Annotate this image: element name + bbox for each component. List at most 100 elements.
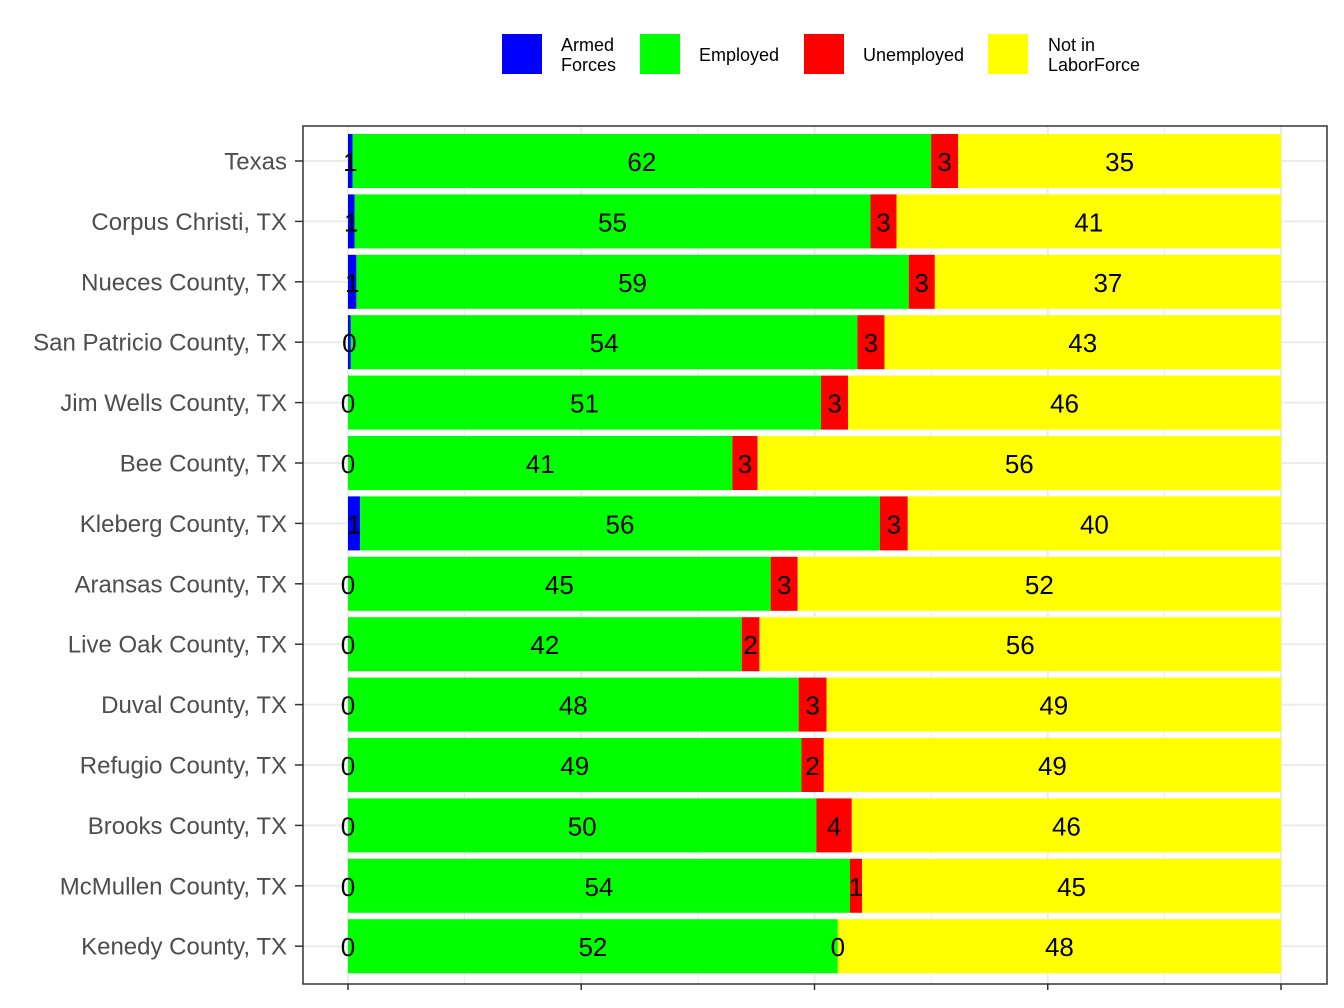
data-label-not-in-laborforce: 46 <box>1052 811 1081 841</box>
data-label-not-in-laborforce: 41 <box>1074 207 1103 237</box>
data-label-employed: 59 <box>618 268 647 298</box>
data-label-armed-forces: 0 <box>341 751 355 781</box>
data-label-employed: 42 <box>530 630 559 660</box>
legend-label-unemployed: Unemployed <box>863 45 964 65</box>
bar-employed-refugio-county-tx <box>348 738 802 792</box>
data-label-not-in-laborforce: 45 <box>1057 872 1086 902</box>
data-label-employed: 54 <box>590 328 619 358</box>
data-labels: 1 62 3 351 55 3 411 59 3 370 54 3 430 51 3 460 41 3 561 56 3… <box>341 147 1134 962</box>
bar-unemployed-refugio-county-tx <box>801 738 824 792</box>
data-label-armed-forces: 0 <box>341 570 355 600</box>
y-tick-label: Texas <box>224 149 287 176</box>
data-label-employed: 56 <box>606 509 635 539</box>
bar-not-in-laborforce-san-patricio-county-tx <box>884 315 1281 370</box>
y-tick-label: Live Oak County, TX <box>68 632 287 659</box>
bar-unemployed-nueces-county-tx <box>908 254 935 309</box>
data-label-not-in-laborforce: 49 <box>1039 691 1068 721</box>
data-label-employed: 52 <box>578 932 607 962</box>
legend-key-unemployed <box>804 34 844 74</box>
data-label-employed: 49 <box>560 751 589 781</box>
y-tick-label: Jim Wells County, TX <box>60 390 287 417</box>
data-label-unemployed: 3 <box>777 570 791 600</box>
data-label-employed: 62 <box>627 147 656 177</box>
bar-employed-corpus-christi-tx <box>354 194 871 249</box>
data-label-not-in-laborforce: 56 <box>1005 449 1034 479</box>
data-label-employed: 41 <box>526 449 555 479</box>
data-label-not-in-laborforce: 40 <box>1080 509 1109 539</box>
legend-label-employed: Employed <box>699 45 779 65</box>
data-label-unemployed: 3 <box>864 328 878 358</box>
data-label-armed-forces: 0 <box>341 630 355 660</box>
bar-unemployed-live-oak-county-tx <box>741 617 760 672</box>
data-label-armed-forces: 1 <box>345 268 359 298</box>
bar-armed-forces-kleberg-county-tx <box>348 496 361 551</box>
data-label-unemployed: 4 <box>827 811 841 841</box>
bar-not-in-laborforce-kenedy-county-tx <box>837 919 1281 974</box>
data-label-armed-forces: 0 <box>341 872 355 902</box>
bar-not-in-laborforce-texas <box>958 134 1281 188</box>
bar-armed-forces-san-patricio-county-tx <box>348 315 351 370</box>
data-label-unemployed: 2 <box>805 751 819 781</box>
data-label-armed-forces: 0 <box>341 691 355 721</box>
data-label-not-in-laborforce: 48 <box>1045 932 1074 962</box>
bar-not-in-laborforce-duval-county-tx <box>826 677 1281 732</box>
data-label-not-in-laborforce: 56 <box>1006 630 1035 660</box>
y-tick-label: Aransas County, TX <box>74 571 287 598</box>
bar-not-in-laborforce-jim-wells-county-tx <box>848 375 1281 430</box>
data-label-not-in-laborforce: 43 <box>1068 328 1097 358</box>
bar-unemployed-kleberg-county-tx <box>879 496 908 551</box>
data-label-armed-forces: 0 <box>341 389 355 419</box>
data-label-armed-forces: 0 <box>341 932 355 962</box>
bar-employed-jim-wells-county-tx <box>348 375 822 430</box>
bar-armed-forces-corpus-christi-tx <box>348 194 355 249</box>
bar-unemployed-aransas-county-tx <box>770 556 798 611</box>
y-axis: Texas Corpus Christi, TX Nueces County, TX… <box>33 149 1282 990</box>
y-tick-label: Kenedy County, TX <box>81 934 287 961</box>
y-tick-label: Refugio County, TX <box>80 753 287 780</box>
bar-employed-live-oak-county-tx <box>348 617 742 672</box>
y-tick-label: Nueces County, TX <box>81 269 287 296</box>
data-label-not-in-laborforce: 37 <box>1093 268 1122 298</box>
data-label-employed: 51 <box>570 389 599 419</box>
data-label-unemployed: 2 <box>743 630 757 660</box>
data-label-employed: 50 <box>568 811 597 841</box>
bar-not-in-laborforce-corpus-christi-tx <box>896 194 1281 249</box>
y-tick-label: Corpus Christi, TX <box>91 209 287 236</box>
data-label-not-in-laborforce: 49 <box>1038 751 1067 781</box>
y-tick-label: Bee County, TX <box>120 451 287 478</box>
bar-unemployed-duval-county-tx <box>798 677 827 732</box>
plot-border <box>302 125 1328 985</box>
bar-not-in-laborforce-live-oak-county-tx <box>759 617 1281 672</box>
legend-label-armed-forces: Armed Forces <box>561 35 616 75</box>
legend-key-armed-forces <box>502 34 542 74</box>
bar-not-in-laborforce-nueces-county-tx <box>934 254 1281 309</box>
bar-not-in-laborforce-brooks-county-tx <box>851 798 1281 853</box>
data-label-unemployed: 3 <box>876 207 890 237</box>
y-tick-label: San Patricio County, TX <box>33 330 287 357</box>
bar-unemployed-jim-wells-county-tx <box>821 375 849 430</box>
y-tick-label: Brooks County, TX <box>88 813 287 840</box>
bar-employed-san-patricio-county-tx <box>350 315 858 370</box>
y-tick-label: McMullen County, TX <box>60 873 287 900</box>
data-label-employed: 55 <box>598 207 627 237</box>
data-label-employed: 48 <box>559 691 588 721</box>
data-label-armed-forces: 1 <box>347 509 361 539</box>
bar-employed-nueces-county-tx <box>356 254 909 309</box>
data-label-unemployed: 3 <box>827 389 841 419</box>
data-label-armed-forces: 1 <box>344 207 358 237</box>
data-label-employed: 45 <box>545 570 574 600</box>
bar-unemployed-san-patricio-county-tx <box>857 315 885 370</box>
bar-employed-bee-county-tx <box>348 436 733 490</box>
bar-unemployed-texas <box>931 134 959 188</box>
legend-label-not-in-laborforce: Not in LaborForce <box>1048 35 1140 75</box>
data-label-unemployed: 3 <box>738 449 752 479</box>
bar-employed-brooks-county-tx <box>348 798 817 853</box>
data-label-not-in-laborforce: 52 <box>1025 570 1054 600</box>
bar-employed-texas <box>352 134 932 188</box>
bar-unemployed-corpus-christi-tx <box>870 194 897 249</box>
data-label-armed-forces: 1 <box>343 147 357 177</box>
bar-armed-forces-nueces-county-tx <box>348 254 357 309</box>
y-tick-label: Duval County, TX <box>101 692 287 719</box>
data-label-not-in-laborforce: 35 <box>1105 147 1134 177</box>
